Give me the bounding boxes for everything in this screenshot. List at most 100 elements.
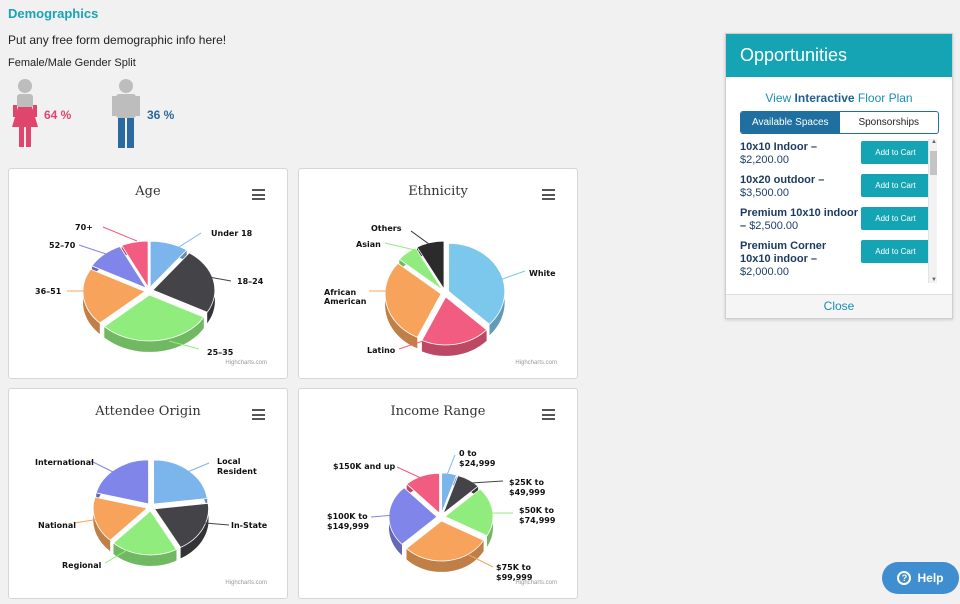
income-range-slice-1[interactable]: [442, 475, 479, 515]
scroll-down-icon[interactable]: ▼: [931, 277, 937, 283]
space-name: 10x10 Indoor – $2,200.00: [740, 141, 818, 166]
list-item: 10x10 Indoor – $2,200.00 Add to Cart: [740, 139, 938, 172]
ethnicity-slice-3[interactable]: [398, 247, 443, 291]
income-label-50k-to: $50K to: [519, 506, 555, 515]
ethnicity-slice-2[interactable]: [384, 262, 442, 338]
floor-plan-link-bold: Interactive: [794, 91, 855, 105]
ethnicity-chart-credit[interactable]: Highcharts.com: [515, 360, 557, 366]
income-label-100k-to: $100K to: [327, 512, 368, 521]
space-name: Premium Corner 10x10 indoor – $2,000.00: [740, 240, 827, 278]
ethnicity-slice-side-1: [421, 329, 487, 356]
attendee-origin-slice-4[interactable]: [95, 459, 149, 505]
floor-plan-link-suffix: Floor Plan: [854, 91, 913, 105]
income-range-slice-3[interactable]: [405, 520, 485, 562]
age-pie-chart: Under 18 18–24 25–35 36–51 52–70 70+: [35, 223, 264, 357]
ethnicity-chart-menu-icon[interactable]: [542, 189, 555, 200]
list-item: Premium 10x10 indoor – $2,500.00 Add to …: [740, 205, 938, 238]
income-label-24999: $24,999: [459, 459, 496, 468]
income-chart-title: Income Range: [390, 404, 486, 419]
list-scrollbar[interactable]: ▲ ▼: [928, 139, 937, 283]
spaces-list: 10x10 Indoor – $2,200.00 Add to Cart 10x2…: [740, 139, 938, 284]
income-label-74999: $74,999: [519, 516, 556, 525]
age-chart-title: Age: [135, 184, 161, 199]
add-to-cart-button[interactable]: Add to Cart: [861, 174, 930, 197]
origin-chart-card: Local Resident In-State Regional Nationa…: [8, 388, 288, 599]
attendee-origin-slice-1[interactable]: [153, 502, 209, 548]
income-chart-credit[interactable]: Highcharts.com: [515, 580, 557, 586]
list-item: Premium Corner 10x10 indoor – $2,000.00 …: [740, 238, 938, 278]
help-label: Help: [917, 571, 944, 585]
space-name: Premium 10x10 indoor – $2,500.00: [740, 207, 858, 232]
attendee-origin-slice-side-1: [180, 503, 209, 559]
age-slice-0[interactable]: [149, 240, 188, 289]
attendee-origin-slice-2[interactable]: [112, 510, 178, 556]
scroll-up-icon[interactable]: ▲: [931, 139, 937, 145]
opportunities-tabs: Available Spaces Sponsorships: [740, 111, 939, 134]
space-name: 10x20 outdoor – $3,500.00: [740, 174, 825, 199]
attendee-origin-slice-side-2: [113, 543, 177, 566]
opportunities-panel: Opportunities View Interactive Floor Pla…: [725, 33, 953, 319]
origin-label-local: Local: [217, 457, 241, 466]
age-label-70-plus: 70+: [75, 223, 93, 232]
scrollbar-thumb[interactable]: [930, 151, 937, 175]
origin-chart-credit[interactable]: Highcharts.com: [225, 580, 267, 586]
age-chart-credit[interactable]: Highcharts.com: [225, 360, 267, 366]
age-slice-2[interactable]: [103, 294, 205, 342]
age-label-18-24: 18–24: [237, 277, 264, 286]
age-chart-menu-icon[interactable]: [252, 189, 265, 200]
age-chart-labels: Under 18 18–24 25–35 36–51 52–70 70+: [35, 223, 264, 357]
ethnicity-label-african: African: [324, 288, 357, 297]
origin-label-international: International: [35, 458, 94, 467]
origin-label-in-state: In-State: [231, 521, 268, 530]
ethnicity-label-others: Others: [371, 224, 402, 233]
tab-available-spaces[interactable]: Available Spaces: [741, 112, 840, 133]
add-to-cart-button[interactable]: Add to Cart: [861, 207, 930, 230]
floor-plan-link-prefix: View: [765, 91, 795, 105]
income-range-slice-side-3: [406, 540, 484, 572]
income-range-slice-0[interactable]: [441, 472, 458, 514]
age-label-36-51: 36–51: [35, 287, 62, 296]
income-label-49999: $49,999: [509, 488, 546, 497]
help-button[interactable]: ? Help: [882, 562, 959, 594]
age-label-52-70: 52–70: [49, 241, 76, 250]
ethnicity-slice-0[interactable]: [448, 242, 506, 325]
income-chart-menu-icon[interactable]: [542, 409, 555, 420]
female-figure-icon: [12, 79, 38, 147]
close-button[interactable]: Close: [726, 294, 952, 318]
income-range-slice-2[interactable]: [444, 488, 494, 537]
ethnicity-slice-1[interactable]: [421, 296, 488, 346]
origin-chart-labels: Local Resident In-State Regional Nationa…: [35, 457, 268, 570]
floor-plan-link[interactable]: View Interactive Floor Plan: [726, 91, 952, 105]
section-title: Demographics: [8, 6, 99, 21]
question-icon: ?: [897, 571, 912, 585]
age-slice-4[interactable]: [91, 246, 148, 289]
male-figure-icon: [112, 79, 140, 148]
attendee-origin-slice-3[interactable]: [92, 496, 149, 541]
ethnicity-label-american: American: [324, 297, 367, 306]
tab-sponsorships[interactable]: Sponsorships: [858, 117, 920, 128]
income-label-149999: $149,999: [327, 522, 369, 531]
age-label-under-18: Under 18: [211, 229, 253, 238]
income-label-25k-to: $25K to: [509, 478, 545, 487]
intro-text: Put any free form demographic info here!: [8, 33, 227, 47]
income-range-slice-5[interactable]: [406, 472, 440, 515]
ethnicity-chart-card: White Latino African American Asian Othe…: [298, 168, 578, 379]
age-label-25-35: 25–35: [207, 348, 234, 357]
ethnicity-slice-4[interactable]: [416, 240, 445, 291]
income-chart-card: 0 to $24,999 $25K to $49,999 $50K to $74…: [298, 388, 578, 599]
income-label-99999: $99,999: [496, 573, 533, 582]
origin-label-national: National: [38, 521, 76, 530]
age-slice-3[interactable]: [82, 268, 146, 324]
ethnicity-chart-labels: White Latino African American Asian Othe…: [324, 224, 556, 355]
add-to-cart-button[interactable]: Add to Cart: [861, 240, 930, 263]
ethnicity-pie-chart: White Latino African American Asian Othe…: [324, 224, 556, 356]
income-pie-chart: 0 to $24,999 $25K to $49,999 $50K to $74…: [327, 449, 556, 582]
age-slice-1[interactable]: [152, 252, 216, 313]
male-percent: 36 %: [147, 108, 175, 122]
add-to-cart-button[interactable]: Add to Cart: [861, 141, 930, 164]
age-slice-5[interactable]: [121, 240, 149, 289]
income-label-75k-to: $75K to: [496, 563, 532, 572]
origin-chart-menu-icon[interactable]: [252, 409, 265, 420]
income-label-0-to: 0 to: [459, 449, 477, 458]
opportunities-title: Opportunities: [726, 34, 952, 77]
